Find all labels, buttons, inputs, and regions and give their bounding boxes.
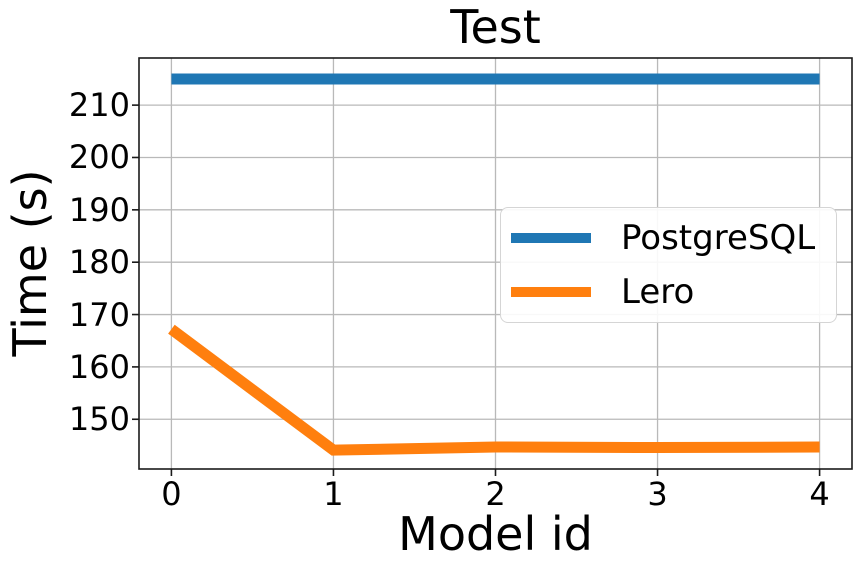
legend-label-postgresql: PostgreSQL: [621, 218, 816, 258]
x-tick-label: 3: [647, 475, 668, 513]
chart-title: Test: [450, 0, 541, 54]
lero-line-swatch: [511, 287, 591, 297]
legend-item-lero: Lero: [511, 272, 836, 312]
y-tick-label: 160: [68, 347, 130, 386]
postgresql-line-swatch: [511, 233, 591, 243]
y-tick-label: 190: [68, 190, 130, 229]
y-tick-label: 180: [68, 243, 130, 282]
x-tick-label: 4: [809, 475, 830, 513]
legend: PostgreSQL Lero: [500, 207, 837, 323]
legend-label-lero: Lero: [621, 272, 695, 312]
x-tick-label: 2: [485, 475, 506, 513]
series-line-lero: [168, 324, 820, 456]
y-tick-label: 170: [68, 295, 130, 334]
y-tick-label: 210: [68, 86, 130, 125]
y-tick-label: 150: [68, 400, 130, 439]
y-tick-label: 200: [68, 138, 130, 177]
x-tick-label: 0: [161, 475, 182, 513]
legend-item-postgresql: PostgreSQL: [511, 218, 836, 258]
x-axis-label: Model id: [398, 507, 593, 561]
x-tick-label: 1: [323, 475, 344, 513]
